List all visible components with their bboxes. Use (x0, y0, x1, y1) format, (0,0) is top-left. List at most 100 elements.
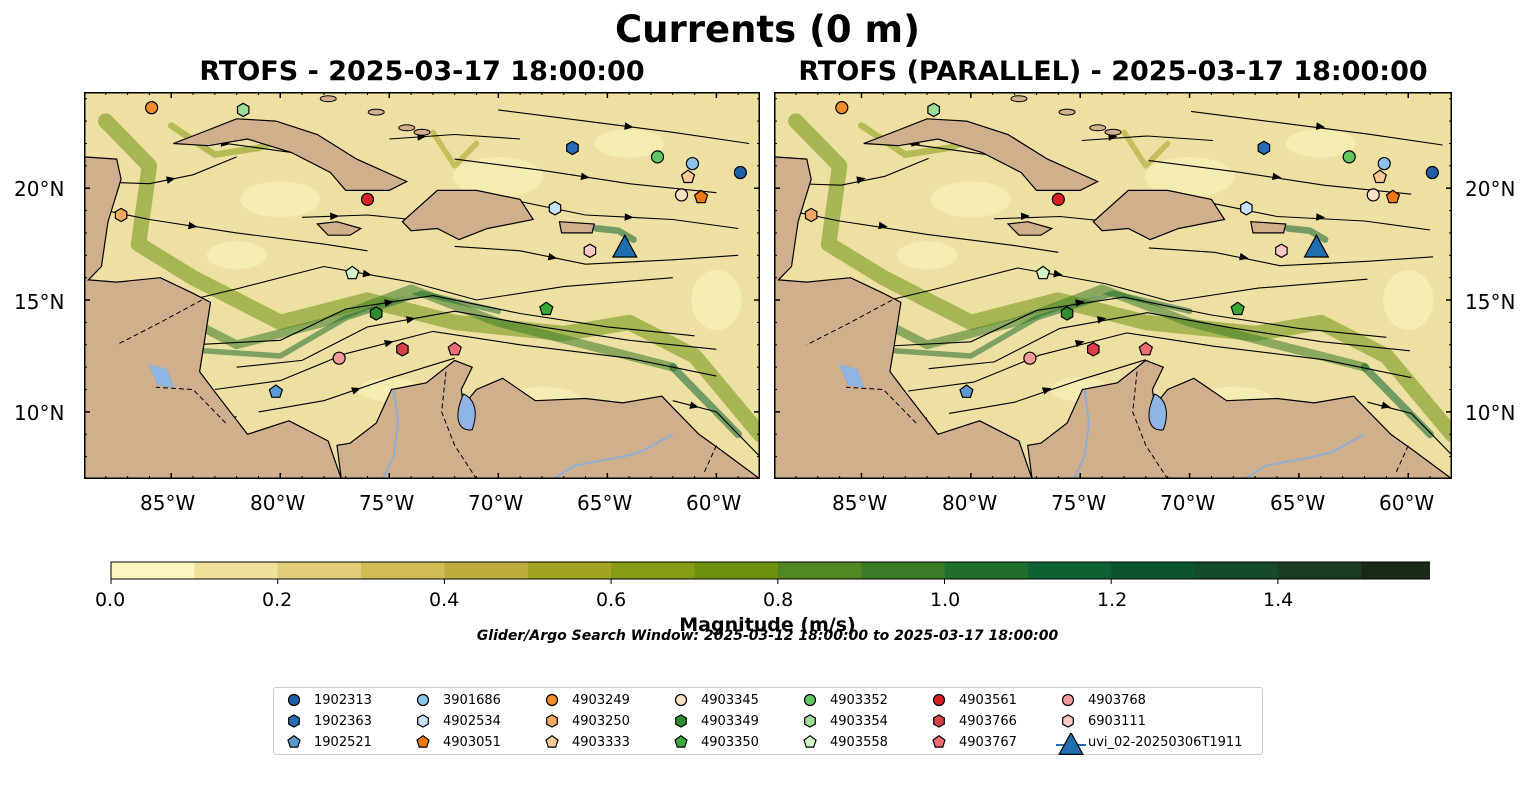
right-lon-tick: 60°W (1379, 491, 1435, 515)
float-marker-1902363[interactable] (1257, 140, 1271, 156)
legend-marker-icon[interactable] (803, 693, 817, 707)
country-border (1394, 445, 1409, 475)
float-marker-4903352[interactable] (1342, 150, 1356, 164)
right-lon-tick: 70°W (1160, 491, 1216, 515)
legend-marker-icon[interactable] (804, 714, 816, 728)
float-marker-4903349[interactable] (1060, 306, 1074, 321)
left-current-map[interactable] (84, 92, 760, 479)
right-lon-tick: 75°W (1051, 491, 1107, 515)
legend-marker-icon[interactable] (1058, 733, 1084, 755)
float-marker-4903768[interactable] (332, 351, 346, 365)
float-marker-4903333[interactable] (1372, 169, 1388, 184)
float-marker-4903766[interactable] (396, 342, 409, 357)
legend-marker-icon[interactable] (932, 734, 946, 748)
float-marker-6903111[interactable] (1275, 243, 1288, 259)
float-marker-3901686[interactable] (685, 156, 700, 171)
float-marker-3901686[interactable] (1377, 156, 1391, 171)
colorbar-label: Magnitude (m/s) (679, 614, 856, 636)
float-marker-1902313[interactable] (733, 165, 747, 180)
search-window-text: Glider/Argo Search Window: 2025-03-12 18… (476, 628, 1059, 644)
speed-band (179, 290, 502, 359)
legend-marker-icon[interactable] (416, 693, 430, 707)
float-marker-6903111[interactable] (583, 243, 597, 259)
float-marker-4903051[interactable] (1385, 189, 1401, 204)
float-marker-uvi_02-20250306T1911[interactable] (1303, 234, 1330, 258)
legend-marker-icon[interactable] (545, 693, 559, 707)
legend-marker-icon[interactable] (287, 734, 301, 748)
legend-marker-icon[interactable] (1062, 714, 1074, 728)
flow-arrow (1272, 172, 1282, 181)
float-marker-4903354[interactable] (236, 102, 250, 118)
legend-marker-icon[interactable] (933, 714, 945, 728)
float-marker-4903561[interactable] (1051, 192, 1065, 206)
island (398, 124, 416, 132)
float-marker-1902521[interactable] (268, 384, 284, 398)
flow-arrow (624, 122, 634, 130)
colorbar-segment (111, 562, 195, 579)
colorbar-segment (277, 562, 362, 579)
land-mass (84, 156, 342, 479)
legend-marker-icon[interactable] (674, 693, 688, 707)
streamline (672, 400, 760, 457)
legend-marker-icon[interactable] (287, 693, 301, 707)
legend-marker-icon[interactable] (417, 714, 429, 728)
float-marker-4903333[interactable] (680, 169, 696, 184)
float-marker-4903250[interactable] (114, 207, 128, 223)
float-marker-4903354[interactable] (927, 102, 940, 118)
left-lat-tick: 15°N (14, 290, 65, 314)
streamline (84, 205, 368, 252)
streamline (928, 312, 1410, 370)
flow-arrow (1074, 340, 1085, 348)
float-marker-4903249[interactable] (144, 101, 159, 115)
legend-marker-icon[interactable] (932, 693, 946, 707)
legend-marker-icon[interactable] (416, 734, 430, 748)
float-marker-4903352[interactable] (650, 150, 665, 164)
float-marker-4903250[interactable] (804, 207, 818, 223)
legend-marker-icon[interactable] (674, 734, 688, 748)
streamline (774, 207, 1059, 253)
legend-marker-icon[interactable] (288, 714, 300, 728)
float-marker-4903766[interactable] (1087, 342, 1100, 357)
float-marker-uvi_02-20250306T1911[interactable] (611, 234, 638, 258)
slow-water-area (691, 270, 742, 331)
float-marker-1902313[interactable] (1425, 165, 1439, 180)
speed-band (1284, 225, 1329, 243)
right-lon-tick: 65°W (1270, 491, 1326, 515)
legend-marker-icon[interactable] (546, 714, 558, 728)
map-frame (774, 92, 1452, 479)
island (1104, 128, 1122, 136)
colorbar-tick: 0.4 (429, 589, 460, 611)
float-marker-4903349[interactable] (369, 306, 383, 321)
legend-label: 3901686 (443, 693, 501, 708)
float-marker-4903345[interactable] (1366, 188, 1380, 202)
streamline (192, 295, 695, 346)
float-marker-4903561[interactable] (360, 192, 375, 206)
float-marker-4903249[interactable] (835, 101, 849, 115)
float-marker-4902534[interactable] (1240, 201, 1253, 216)
float-marker-4903350[interactable] (539, 301, 554, 316)
float-marker-4903345[interactable] (674, 188, 689, 202)
float-marker-4903767[interactable] (1138, 341, 1154, 356)
float-marker-4903768[interactable] (1023, 351, 1037, 365)
speed-band (1360, 363, 1434, 439)
speed-band (835, 284, 1369, 372)
float-marker-4903558[interactable] (1035, 265, 1051, 280)
float-marker-4902534[interactable] (548, 201, 562, 216)
float-marker-4903350[interactable] (1230, 301, 1245, 316)
legend-marker-icon[interactable] (675, 714, 687, 728)
speed-band (869, 290, 1193, 359)
right-lat-tick: 15°N (1465, 290, 1516, 314)
float-marker-1902363[interactable] (566, 140, 579, 156)
legend-marker-icon[interactable] (1061, 693, 1075, 707)
left-lon-tick: 80°W (250, 491, 306, 515)
slow-water-area (1144, 157, 1235, 198)
legend-label: 1902363 (314, 714, 372, 729)
right-current-map[interactable] (774, 92, 1452, 479)
legend-marker-icon[interactable] (803, 734, 817, 748)
float-marker-4903558[interactable] (345, 265, 360, 280)
float-marker-4903051[interactable] (693, 189, 709, 204)
legend-marker-icon[interactable] (545, 734, 559, 748)
float-marker-1902521[interactable] (959, 384, 974, 398)
float-marker-4903767[interactable] (447, 341, 462, 356)
slow-water-area (206, 241, 267, 270)
